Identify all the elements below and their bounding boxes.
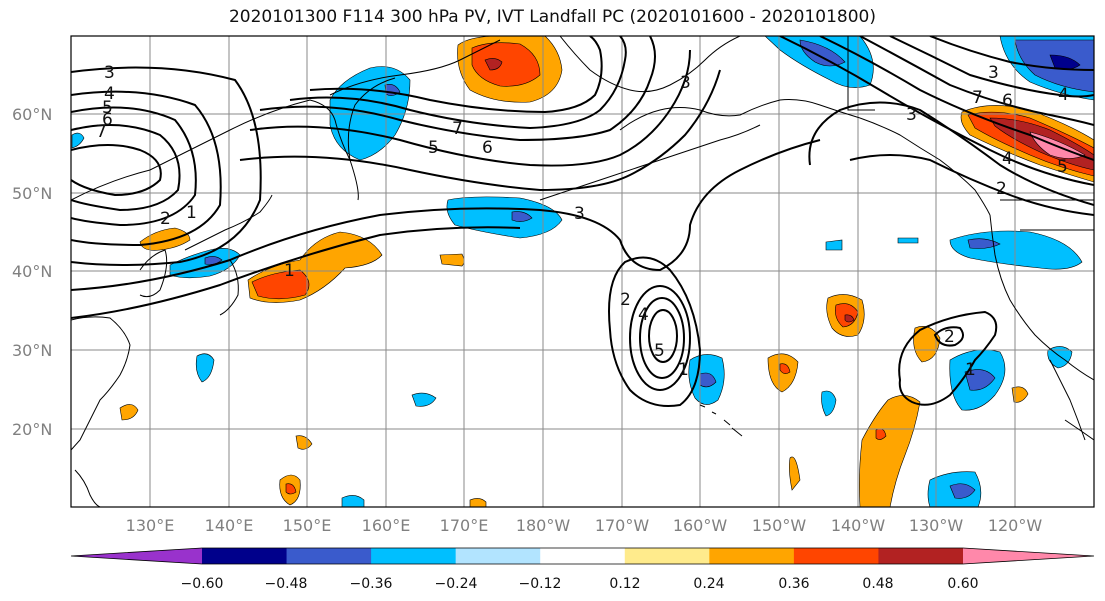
contour-label: 2 bbox=[944, 327, 955, 347]
colorbar-tick-label: −0.36 bbox=[350, 576, 393, 592]
lat-label: 60°N bbox=[12, 105, 52, 124]
contour-label: 6 bbox=[102, 110, 113, 130]
colorbar-tick-label: 0.36 bbox=[778, 576, 809, 592]
contour-label: 7 bbox=[972, 88, 983, 108]
colorbar-swatch bbox=[540, 548, 626, 564]
graticule bbox=[71, 36, 1094, 507]
colorbar-swatch bbox=[202, 548, 288, 564]
contour-label: 2 bbox=[620, 290, 631, 310]
colorbar-tick-label: −0.24 bbox=[435, 576, 478, 592]
lon-label: 130°W bbox=[909, 516, 964, 535]
lon-label: 120°W bbox=[988, 516, 1043, 535]
contour-label: 5 bbox=[102, 98, 113, 118]
lon-label: 180°W bbox=[516, 516, 571, 535]
contour-label: 7 bbox=[96, 122, 107, 142]
contour-label: 7 bbox=[452, 119, 463, 139]
contour-label: 6 bbox=[482, 138, 493, 158]
colorbar: −0.60 −0.48 −0.36 −0.24 −0.12 0.12 0.24 … bbox=[70, 547, 1095, 592]
map-frame bbox=[70, 35, 1095, 508]
colorbar-swatch bbox=[963, 548, 1094, 564]
colorbar-tick-label: 0.60 bbox=[947, 576, 978, 592]
colorbar-swatch bbox=[286, 548, 372, 564]
map-panel: 3 4 5 6 7 5 6 7 3 2 1 1 1 2 4 5 3 2 1 6 … bbox=[71, 36, 1094, 507]
contour-label: 4 bbox=[1058, 85, 1069, 105]
contour-labels: 3 4 5 6 7 5 6 7 3 2 1 1 1 2 4 5 3 2 1 6 … bbox=[96, 63, 1069, 380]
colorbar-swatch bbox=[878, 548, 964, 564]
colorbar-swatch bbox=[709, 548, 795, 564]
colorbar-tick-label: −0.60 bbox=[181, 576, 224, 592]
colorbar-swatch bbox=[793, 548, 879, 564]
contour-label: 5 bbox=[1057, 157, 1068, 177]
contour-label: 6 bbox=[1002, 91, 1013, 111]
contour-label: 3 bbox=[906, 105, 917, 125]
latitude-labels: 60°N 50°N 40°N 30°N 20°N bbox=[12, 105, 52, 439]
lon-label: 170°W bbox=[595, 516, 650, 535]
colorbar-swatch bbox=[455, 548, 541, 564]
colorbar-swatch bbox=[71, 548, 202, 564]
colorbar-tick-label: 0.48 bbox=[862, 576, 893, 592]
lat-label: 30°N bbox=[12, 341, 52, 360]
lon-label: 150°W bbox=[752, 516, 807, 535]
coastlines bbox=[71, 36, 1094, 507]
contour-label: 3 bbox=[680, 73, 691, 93]
lat-label: 20°N bbox=[12, 420, 52, 439]
contour-label: 1 bbox=[965, 360, 976, 380]
colorbar-tick-label: 0.12 bbox=[609, 576, 640, 592]
lon-label: 130°E bbox=[126, 516, 175, 535]
contour-label: 2 bbox=[160, 209, 171, 229]
colorbar-ticks: −0.60 −0.48 −0.36 −0.24 −0.12 0.12 0.24 … bbox=[181, 576, 979, 592]
contour-label: 3 bbox=[988, 63, 999, 83]
contour-label: 4 bbox=[638, 305, 649, 325]
contour-label: 3 bbox=[104, 63, 115, 83]
lon-label: 160°E bbox=[362, 516, 411, 535]
lon-label: 140°W bbox=[831, 516, 886, 535]
contour-label: 1 bbox=[678, 360, 689, 380]
contour-label: 4 bbox=[1002, 149, 1013, 169]
colorbar-tick-label: −0.48 bbox=[265, 576, 308, 592]
contour-label: 1 bbox=[186, 203, 197, 223]
lon-label: 170°E bbox=[440, 516, 489, 535]
lon-label: 140°E bbox=[205, 516, 254, 535]
longitude-labels: 130°E 140°E 150°E 160°E 170°E 180°W 170°… bbox=[126, 516, 1043, 535]
map-title: 2020101300 F114 300 hPa PV, IVT Landfall… bbox=[228, 7, 876, 27]
pv-contours bbox=[71, 36, 1094, 407]
lon-label: 150°E bbox=[283, 516, 332, 535]
colorbar-swatch bbox=[371, 548, 457, 564]
colorbar-tick-label: −0.12 bbox=[519, 576, 562, 592]
contour-label: 5 bbox=[654, 341, 665, 361]
lon-label: 160°W bbox=[673, 516, 728, 535]
contour-label: 2 bbox=[996, 179, 1007, 199]
contour-label: 4 bbox=[104, 84, 115, 104]
contour-label: 3 bbox=[574, 204, 585, 224]
colorbar-swatches bbox=[70, 547, 1095, 565]
colorbar-outline bbox=[70, 547, 1095, 565]
lat-label: 40°N bbox=[12, 262, 52, 281]
lat-label: 50°N bbox=[12, 184, 52, 203]
colorbar-tick-label: 0.24 bbox=[693, 576, 724, 592]
contour-label: 1 bbox=[284, 261, 295, 281]
colorbar-swatch bbox=[624, 548, 710, 564]
contour-label: 5 bbox=[428, 138, 439, 158]
